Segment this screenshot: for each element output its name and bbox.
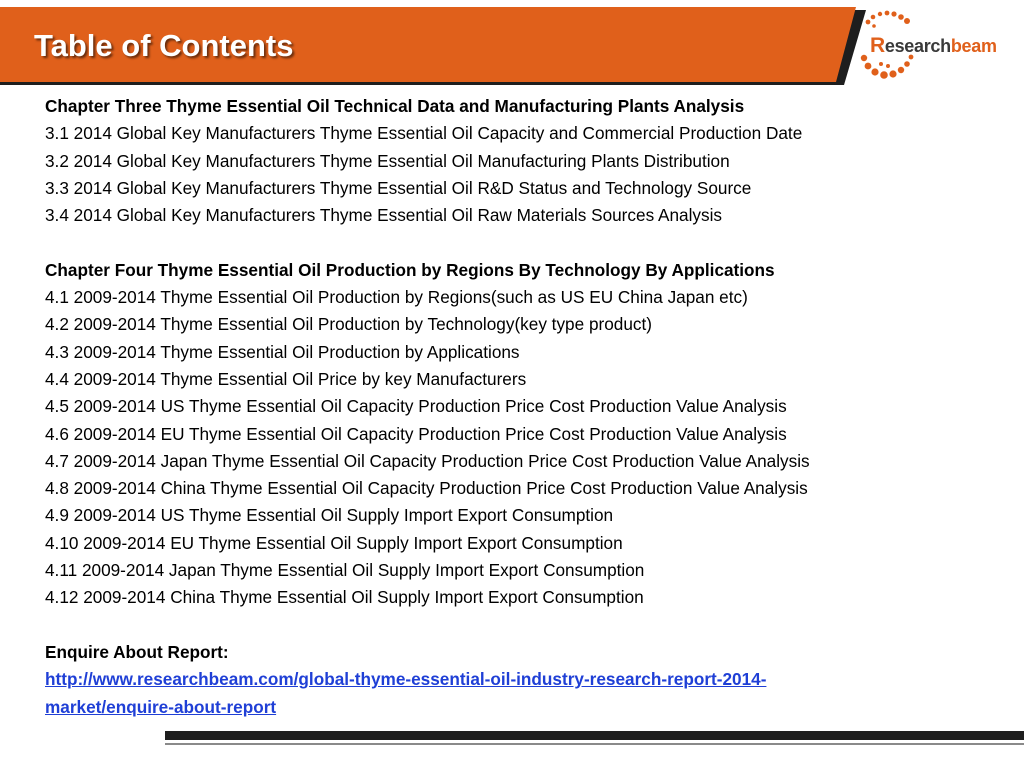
chapter-heading: Chapter Four Thyme Essential Oil Product…: [45, 259, 775, 280]
header-band: [0, 7, 856, 82]
logo-text-end: beam: [950, 36, 997, 56]
toc-item: 4.3 2009-2014 Thyme Essential Oil Produc…: [45, 341, 520, 362]
page-title: Table of Contents: [34, 28, 294, 63]
logo-first-letter: R: [870, 34, 885, 57]
footer-divider: [165, 743, 1024, 745]
spacer: [45, 612, 1005, 639]
toc-item: 3.4 2014 Global Key Manufacturers Thyme …: [45, 205, 722, 226]
toc-item: 4.11 2009-2014 Japan Thyme Essential Oil…: [45, 560, 645, 581]
toc-content: Chapter Three Thyme Essential Oil Techni…: [45, 93, 1005, 721]
toc-item: 3.2 2014 Global Key Manufacturers Thyme …: [45, 150, 730, 171]
enquire-link[interactable]: http://www.researchbeam.com/global-thyme…: [45, 666, 1005, 721]
toc-item: 4.12 2009-2014 China Thyme Essential Oil…: [45, 587, 644, 608]
researchbeam-logo: Researchbeam: [858, 8, 1018, 86]
toc-item: 3.3 2014 Global Key Manufacturers Thyme …: [45, 177, 752, 198]
spacer: [45, 229, 1005, 256]
toc-item: 4.7 2009-2014 Japan Thyme Essential Oil …: [45, 450, 810, 471]
enquire-label: Enquire About Report:: [45, 641, 229, 662]
enquire-link-line-1[interactable]: http://www.researchbeam.com/global-thyme…: [45, 669, 767, 690]
toc-item: 4.5 2009-2014 US Thyme Essential Oil Cap…: [45, 396, 787, 417]
toc-item: 4.6 2009-2014 EU Thyme Essential Oil Cap…: [45, 423, 787, 444]
toc-item: 4.2 2009-2014 Thyme Essential Oil Produc…: [45, 314, 652, 335]
toc-item: 3.1 2014 Global Key Manufacturers Thyme …: [45, 123, 803, 144]
toc-item: 4.8 2009-2014 China Thyme Essential Oil …: [45, 478, 808, 499]
footer-bar: [165, 731, 1024, 740]
logo-text: Researchbeam: [870, 34, 997, 58]
logo-dots-icon: [860, 10, 914, 79]
toc-item: 4.1 2009-2014 Thyme Essential Oil Produc…: [45, 287, 748, 308]
toc-item: 4.10 2009-2014 EU Thyme Essential Oil Su…: [45, 532, 623, 553]
toc-item: 4.4 2009-2014 Thyme Essential Oil Price …: [45, 368, 527, 389]
logo-text-middle: esearch: [884, 36, 951, 56]
enquire-link-line-2[interactable]: market/enquire-about-report: [45, 696, 277, 717]
toc-item: 4.9 2009-2014 US Thyme Essential Oil Sup…: [45, 505, 614, 526]
chapter-heading: Chapter Three Thyme Essential Oil Techni…: [45, 96, 745, 116]
